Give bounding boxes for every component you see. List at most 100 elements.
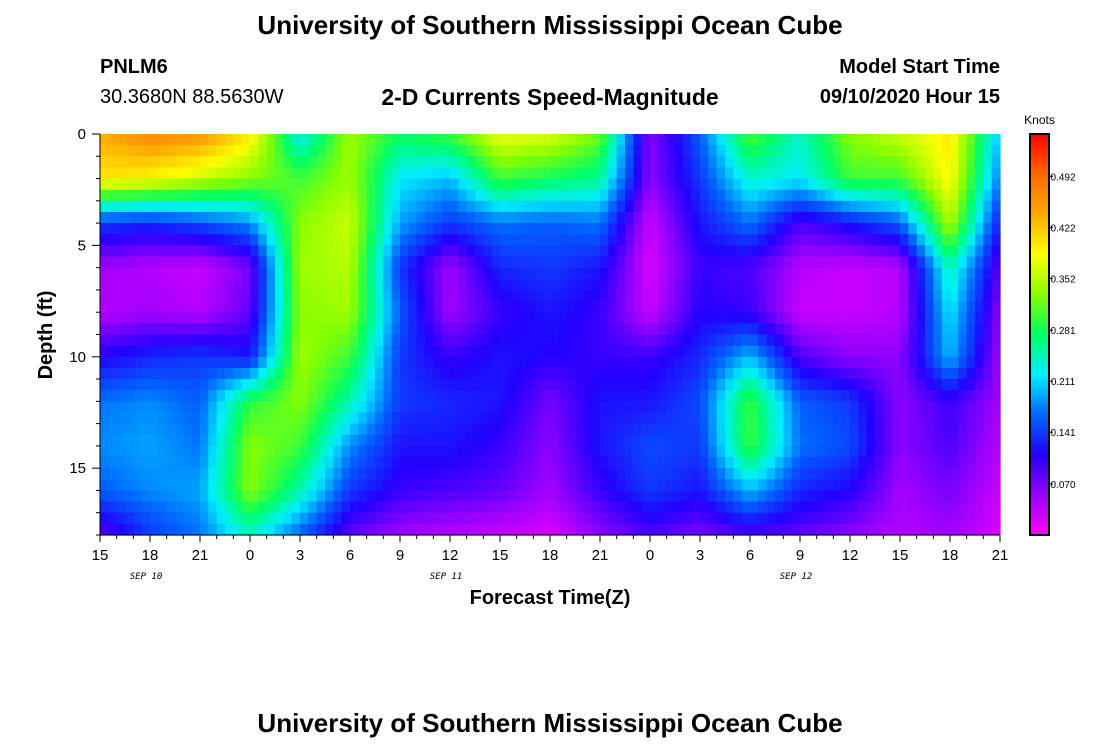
- heatmap-cell: [833, 289, 843, 302]
- heatmap-cell: [183, 468, 193, 480]
- heatmap-cell: [891, 167, 901, 180]
- heatmap-cell: [566, 523, 576, 536]
- heatmap-cell: [866, 490, 876, 503]
- heatmap-cell: [441, 367, 451, 380]
- heatmap-cell: [350, 356, 359, 369]
- heatmap-cell: [358, 211, 368, 224]
- heatmap-cell: [841, 501, 851, 514]
- heatmap-cell: [441, 323, 451, 336]
- heatmap-cell: [983, 278, 993, 291]
- heatmap-cell: [658, 367, 668, 380]
- heatmap-cell: [966, 345, 976, 358]
- heatmap-cell: [916, 256, 926, 269]
- heatmap-cell: [925, 267, 934, 280]
- heatmap-cell: [191, 301, 201, 313]
- heatmap-cell: [200, 479, 209, 492]
- heatmap-cell: [191, 278, 201, 291]
- colorbar-step: [1030, 194, 1049, 199]
- heatmap-cell: [600, 423, 609, 436]
- heatmap-cell: [825, 390, 834, 402]
- heatmap-cell: [266, 156, 276, 169]
- heatmap-cell: [466, 423, 476, 436]
- heatmap-cell: [433, 457, 443, 469]
- heatmap-cell: [133, 379, 143, 391]
- heatmap-cell: [400, 434, 409, 447]
- heatmap-cell: [733, 301, 743, 313]
- heatmap-cell: [158, 379, 168, 391]
- colorbar-step: [1030, 434, 1049, 440]
- heatmap-cell: [158, 356, 168, 369]
- heatmap-cell: [841, 223, 851, 235]
- heatmap-cell: [308, 134, 318, 146]
- heatmap-cell: [733, 345, 743, 358]
- heatmap-cell: [533, 323, 543, 336]
- heatmap-cell: [925, 423, 934, 436]
- heatmap-cell: [550, 512, 559, 525]
- heatmap-cell: [616, 523, 626, 536]
- heatmap-cell: [525, 178, 534, 191]
- heatmap-cell: [658, 312, 668, 324]
- heatmap-cell: [100, 434, 109, 447]
- heatmap-cell: [333, 334, 343, 347]
- heatmap-cell: [608, 379, 618, 391]
- heatmap-cell: [433, 401, 443, 414]
- heatmap-cell: [258, 278, 268, 291]
- colorbar-step: [1030, 446, 1049, 452]
- heatmap-cell: [433, 423, 443, 436]
- heatmap-cell: [883, 423, 893, 436]
- heatmap-cell: [950, 267, 959, 280]
- heatmap-cell: [366, 479, 376, 492]
- heatmap-cell: [675, 323, 684, 336]
- heatmap-cell: [408, 445, 418, 458]
- heatmap-cell: [291, 434, 301, 447]
- heatmap-cell: [625, 267, 634, 280]
- heatmap-cell: [758, 301, 768, 313]
- heatmap-cell: [441, 457, 451, 469]
- heatmap-cell: [791, 223, 801, 235]
- heatmap-cell: [333, 167, 343, 180]
- heatmap-cell: [191, 356, 201, 369]
- heatmap-cell: [833, 390, 843, 402]
- heatmap-cell: [658, 501, 668, 514]
- heatmap-cell: [275, 479, 284, 492]
- heatmap-cell: [766, 523, 776, 536]
- heatmap-cell: [250, 423, 259, 436]
- heatmap-cell: [550, 401, 559, 414]
- heatmap-cell: [658, 334, 668, 347]
- heatmap-cell: [275, 523, 284, 536]
- heatmap-cell: [391, 412, 401, 425]
- heatmap-cell: [450, 468, 459, 480]
- heatmap-cell: [391, 401, 401, 414]
- heatmap-cell: [191, 234, 201, 246]
- heatmap-cell: [341, 423, 351, 436]
- heatmap-cell: [491, 301, 501, 313]
- heatmap-cell: [383, 412, 393, 425]
- heatmap-cell: [683, 445, 693, 458]
- heatmap-cell: [266, 145, 276, 157]
- heatmap-cell: [716, 445, 726, 458]
- heatmap-cell: [791, 423, 801, 436]
- heatmap-cell: [316, 501, 326, 514]
- heatmap-cell: [466, 412, 476, 425]
- heatmap-cell: [183, 512, 193, 525]
- heatmap-cell: [291, 345, 301, 358]
- heatmap-cell: [208, 412, 218, 425]
- heatmap-cell: [758, 256, 768, 269]
- heatmap-cell: [866, 401, 876, 414]
- heatmap-cell: [491, 501, 501, 514]
- heatmap-cell: [950, 390, 959, 402]
- heatmap-cell: [416, 345, 426, 358]
- heatmap-cell: [583, 234, 593, 246]
- heatmap-cell: [700, 323, 709, 336]
- heatmap-cell: [125, 479, 134, 492]
- heatmap-cell: [766, 278, 776, 291]
- heatmap-cell: [666, 379, 676, 391]
- heatmap-cell: [125, 468, 134, 480]
- heatmap-cell: [733, 423, 743, 436]
- heatmap-cell: [183, 223, 193, 235]
- heatmap-cell: [591, 379, 601, 391]
- heatmap-cell: [550, 134, 559, 146]
- heatmap-cell: [933, 445, 943, 458]
- heatmap-cell: [891, 423, 901, 436]
- heatmap-cell: [708, 156, 718, 169]
